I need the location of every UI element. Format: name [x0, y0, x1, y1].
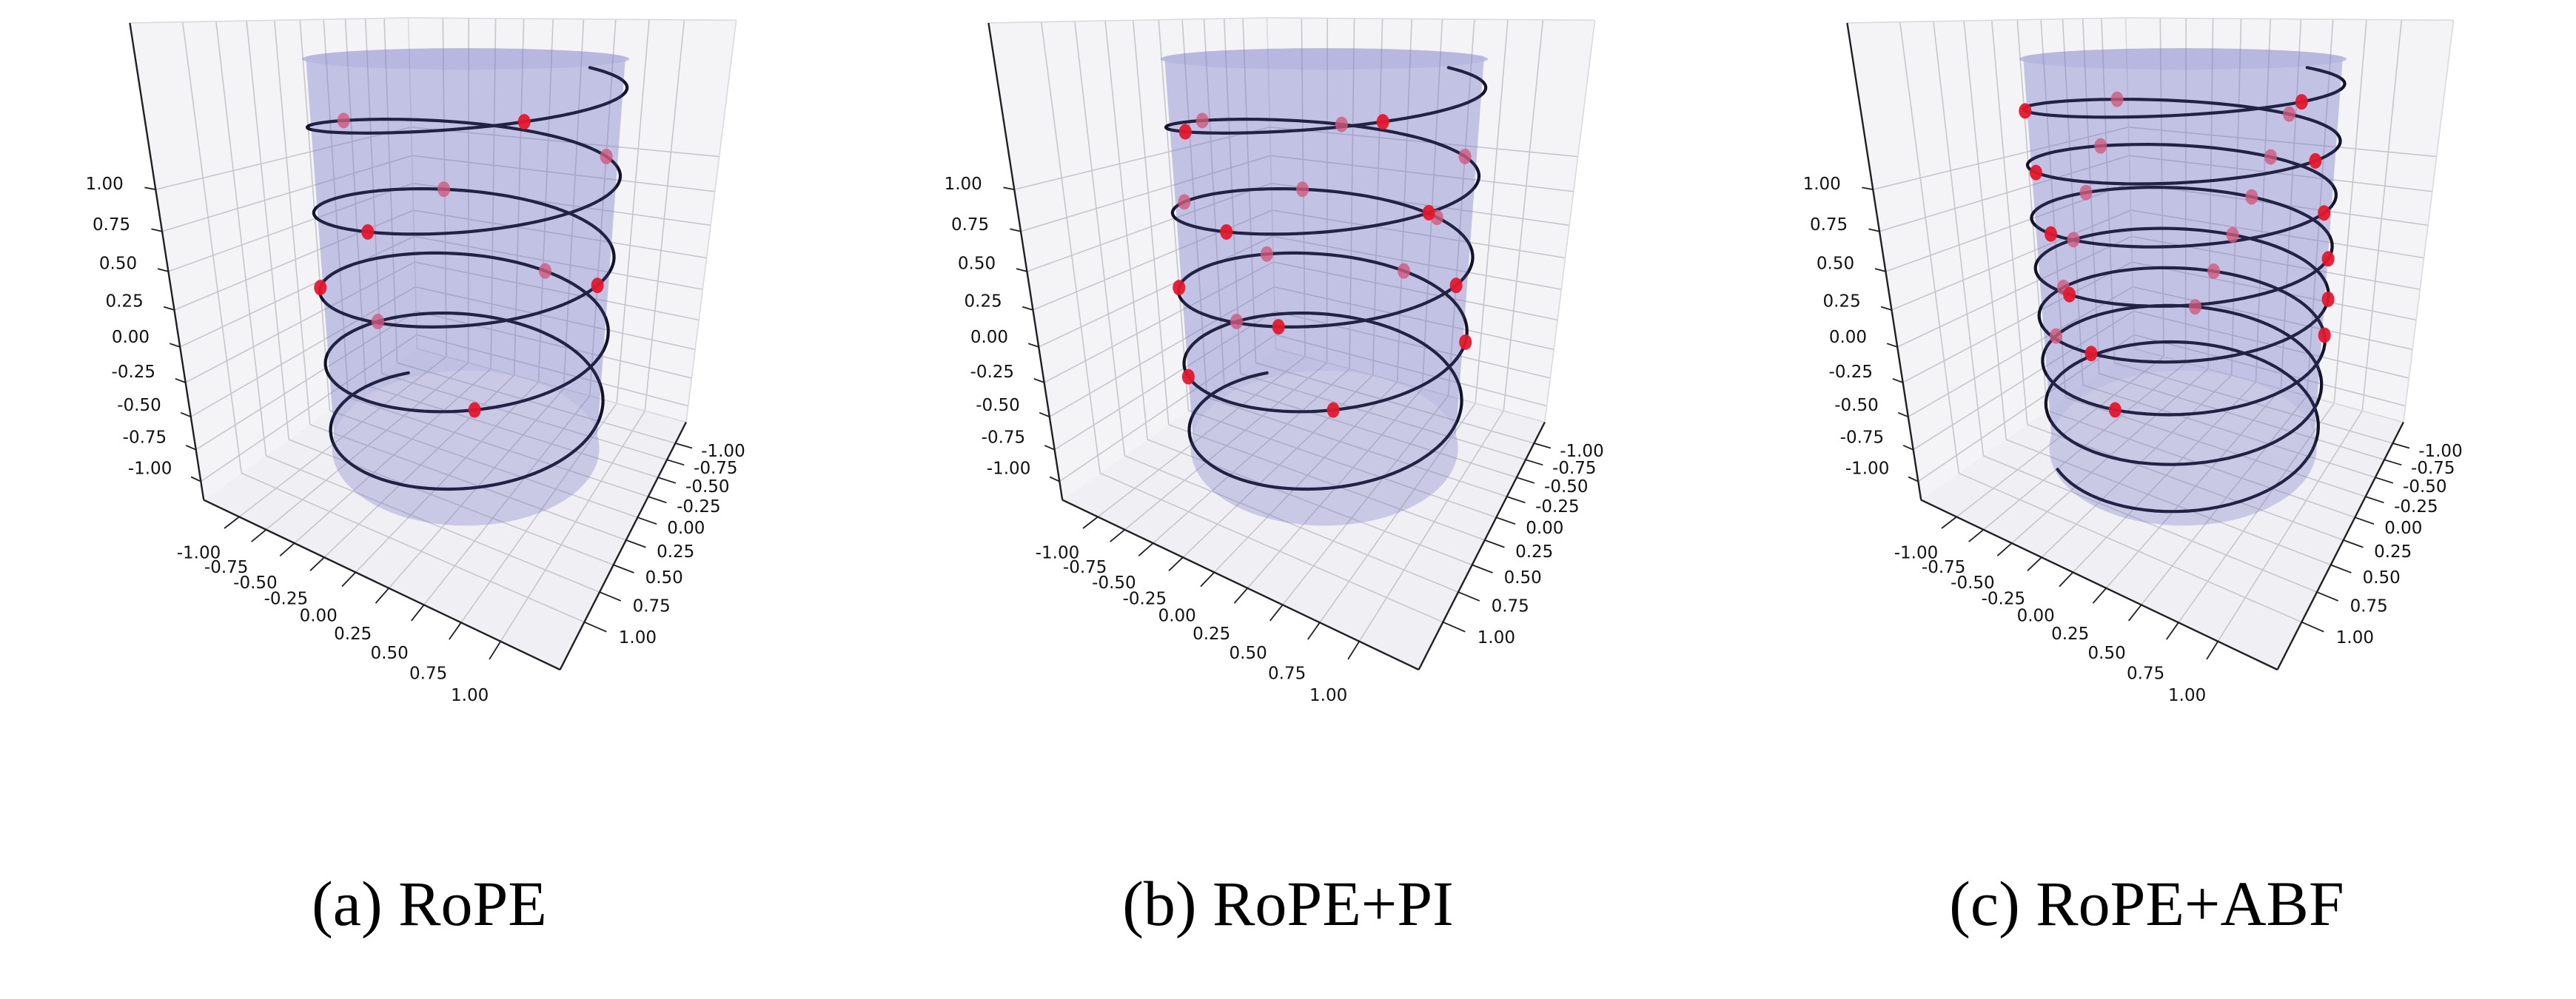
svg-text:0.75: 0.75 [409, 665, 447, 684]
svg-text:-1.00: -1.00 [128, 460, 172, 479]
svg-text:0.00: 0.00 [300, 607, 338, 626]
caption-c: (c) RoPE+ABF [1949, 868, 2344, 939]
svg-text:1.00: 1.00 [1477, 628, 1515, 648]
svg-text:-0.50: -0.50 [685, 477, 730, 497]
svg-text:-0.50: -0.50 [1951, 574, 1995, 593]
svg-text:0.50: 0.50 [645, 568, 683, 588]
svg-text:0.25: 0.25 [334, 625, 372, 644]
svg-text:-0.50: -0.50 [2403, 477, 2447, 497]
svg-text:-0.50: -0.50 [976, 396, 1020, 415]
panel-a: 1.00 0.75 0.50 0.25 0.00 -0.25 -0.50 -0.75 -1.00… [0, 0, 859, 999]
svg-text:-0.25: -0.25 [970, 363, 1015, 382]
svg-text:-1.00: -1.00 [1845, 460, 1890, 479]
svg-text:-0.25: -0.25 [1535, 497, 1580, 517]
svg-text:0.00: 0.00 [2384, 519, 2422, 538]
panel-c: 1.00 0.75 0.50 0.25 0.00 -0.25 -0.50 -0.75 -1.00… [1717, 0, 2576, 999]
svg-text:1.00: 1.00 [619, 628, 657, 648]
svg-text:-0.25: -0.25 [2394, 497, 2438, 517]
svg-text:-1.00: -1.00 [1036, 544, 1080, 563]
svg-text:-1.00: -1.00 [701, 442, 745, 461]
svg-text:0.75: 0.75 [1810, 215, 1848, 235]
svg-text:0.50: 0.50 [2088, 644, 2126, 663]
svg-text:1.00: 1.00 [1803, 175, 1841, 194]
plot3d-rope-pi: 1.000.750.500.250.00-0.25-0.50-0.75-1.00… [945, 17, 1604, 705]
svg-text:0.00: 0.00 [1526, 519, 1563, 538]
svg-text:0.00: 0.00 [667, 519, 705, 538]
svg-text:0.25: 0.25 [1515, 542, 1553, 562]
svg-text:0.75: 0.75 [1492, 596, 1529, 616]
svg-text:-0.25: -0.25 [1982, 590, 2026, 609]
svg-text:0.25: 0.25 [657, 542, 694, 562]
svg-text:-0.50: -0.50 [233, 574, 278, 593]
svg-text:0.50: 0.50 [99, 255, 137, 274]
svg-text:0.50: 0.50 [958, 255, 996, 274]
svg-text:1.00: 1.00 [451, 686, 489, 705]
svg-text:0.25: 0.25 [106, 292, 144, 311]
svg-text:-1.00: -1.00 [1894, 544, 1939, 563]
svg-text:-0.25: -0.25 [677, 497, 721, 517]
svg-text:-0.75: -0.75 [1063, 558, 1107, 577]
svg-text:0.50: 0.50 [2363, 568, 2401, 588]
svg-text:0.50: 0.50 [1230, 644, 1267, 663]
svg-text:0.50: 0.50 [1817, 255, 1854, 274]
svg-text:-0.25: -0.25 [1123, 590, 1167, 609]
plot3d-rope-abf: 1.000.750.500.250.00-0.25-0.50-0.75-1.00… [1803, 17, 2463, 705]
svg-text:0.25: 0.25 [2051, 625, 2089, 644]
svg-text:-0.25: -0.25 [1829, 363, 1874, 382]
svg-text:-0.75: -0.75 [1552, 459, 1597, 478]
svg-text:-0.50: -0.50 [1834, 396, 1879, 415]
svg-text:-0.50: -0.50 [1544, 477, 1589, 497]
panel-b: 1.00 0.75 0.50 0.25 0.00 -0.25 -0.50 -0.75 -1.00… [859, 0, 1717, 999]
svg-text:0.25: 0.25 [1823, 292, 1861, 311]
svg-text:-0.50: -0.50 [1092, 574, 1136, 593]
svg-text:0.25: 0.25 [1193, 625, 1230, 644]
svg-text:-0.25: -0.25 [112, 363, 156, 382]
svg-text:-1.00: -1.00 [177, 544, 221, 563]
svg-text:1.00: 1.00 [2168, 686, 2206, 705]
svg-text:1.00: 1.00 [1309, 686, 1347, 705]
svg-text:0.50: 0.50 [1504, 568, 1542, 588]
svg-text:-0.75: -0.75 [204, 558, 249, 577]
svg-text:0.75: 0.75 [1268, 665, 1306, 684]
svg-text:-1.00: -1.00 [2418, 442, 2463, 461]
svg-text:-0.25: -0.25 [264, 590, 309, 609]
svg-text:-1.00: -1.00 [987, 460, 1031, 479]
svg-text:-0.50: -0.50 [117, 396, 161, 415]
svg-text:0.75: 0.75 [2350, 596, 2388, 616]
plot3d-rope: 1.000.750.500.250.00-0.25-0.50-0.75-1.00… [86, 17, 745, 705]
svg-text:0.00: 0.00 [112, 328, 150, 347]
svg-text:0.50: 0.50 [371, 644, 409, 663]
svg-text:0.75: 0.75 [633, 596, 671, 616]
svg-text:1.00: 1.00 [2336, 628, 2374, 648]
svg-text:0.25: 0.25 [2374, 542, 2412, 562]
svg-text:-0.75: -0.75 [2411, 459, 2455, 478]
svg-text:-1.00: -1.00 [1560, 442, 1604, 461]
svg-text:0.25: 0.25 [965, 292, 1002, 311]
svg-text:0.75: 0.75 [93, 215, 130, 235]
caption-b: (b) RoPE+PI [1122, 868, 1454, 939]
svg-text:-0.75: -0.75 [694, 459, 738, 478]
svg-text:0.00: 0.00 [1829, 328, 1867, 347]
svg-text:1.00: 1.00 [86, 175, 124, 194]
svg-text:-0.75: -0.75 [982, 428, 1026, 448]
svg-text:1.00: 1.00 [945, 175, 982, 194]
svg-text:0.00: 0.00 [970, 328, 1008, 347]
svg-text:-0.75: -0.75 [1922, 558, 1966, 577]
svg-text:0.00: 0.00 [2017, 607, 2055, 626]
caption-a: (a) RoPE [312, 868, 547, 939]
svg-text:-0.75: -0.75 [1840, 428, 1885, 448]
svg-text:-0.75: -0.75 [123, 428, 167, 448]
svg-text:0.00: 0.00 [1158, 607, 1196, 626]
svg-text:0.75: 0.75 [951, 215, 989, 235]
svg-text:0.75: 0.75 [2127, 665, 2164, 684]
